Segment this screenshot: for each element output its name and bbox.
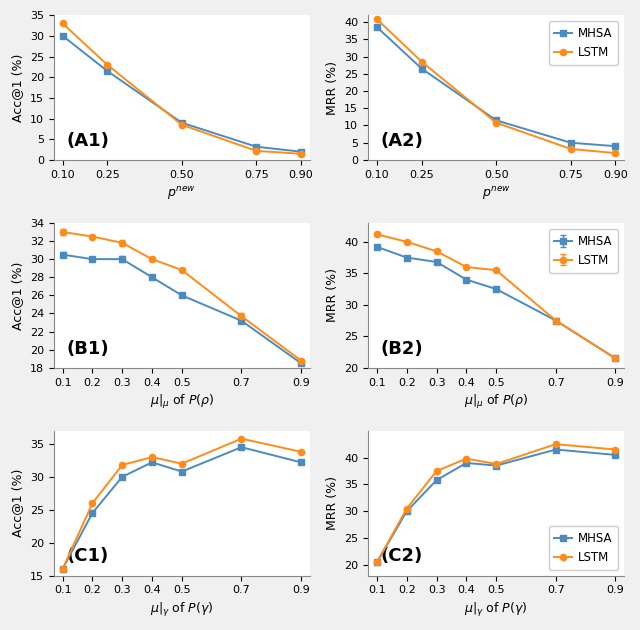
Text: (A2): (A2) — [381, 132, 424, 150]
Y-axis label: MRR (%): MRR (%) — [326, 60, 339, 115]
Legend: MHSA, LSTM: MHSA, LSTM — [548, 526, 618, 570]
Legend: MHSA, LSTM: MHSA, LSTM — [548, 21, 618, 65]
Legend: MHSA, LSTM: MHSA, LSTM — [548, 229, 618, 273]
X-axis label: $\mu|_\gamma$ of $P(\gamma)$: $\mu|_\gamma$ of $P(\gamma)$ — [150, 601, 214, 619]
Text: (B2): (B2) — [381, 340, 424, 358]
X-axis label: $\mu|_\mu$ of $P(\rho)$: $\mu|_\mu$ of $P(\rho)$ — [150, 393, 214, 411]
Y-axis label: Acc@1 (%): Acc@1 (%) — [12, 54, 24, 122]
X-axis label: $p^{new}$: $p^{new}$ — [482, 185, 511, 202]
Y-axis label: Acc@1 (%): Acc@1 (%) — [11, 261, 24, 329]
Y-axis label: MRR (%): MRR (%) — [326, 268, 339, 323]
X-axis label: $p^{new}$: $p^{new}$ — [168, 185, 196, 202]
Text: (C1): (C1) — [67, 547, 109, 566]
Y-axis label: Acc@1 (%): Acc@1 (%) — [12, 469, 24, 537]
Y-axis label: MRR (%): MRR (%) — [326, 476, 339, 530]
Text: (A1): (A1) — [67, 132, 109, 150]
Text: (B1): (B1) — [67, 340, 109, 358]
X-axis label: $\mu|_\mu$ of $P(\rho)$: $\mu|_\mu$ of $P(\rho)$ — [464, 393, 529, 411]
X-axis label: $\mu|_\gamma$ of $P(\gamma)$: $\mu|_\gamma$ of $P(\gamma)$ — [465, 601, 528, 619]
Text: (C2): (C2) — [381, 547, 423, 566]
